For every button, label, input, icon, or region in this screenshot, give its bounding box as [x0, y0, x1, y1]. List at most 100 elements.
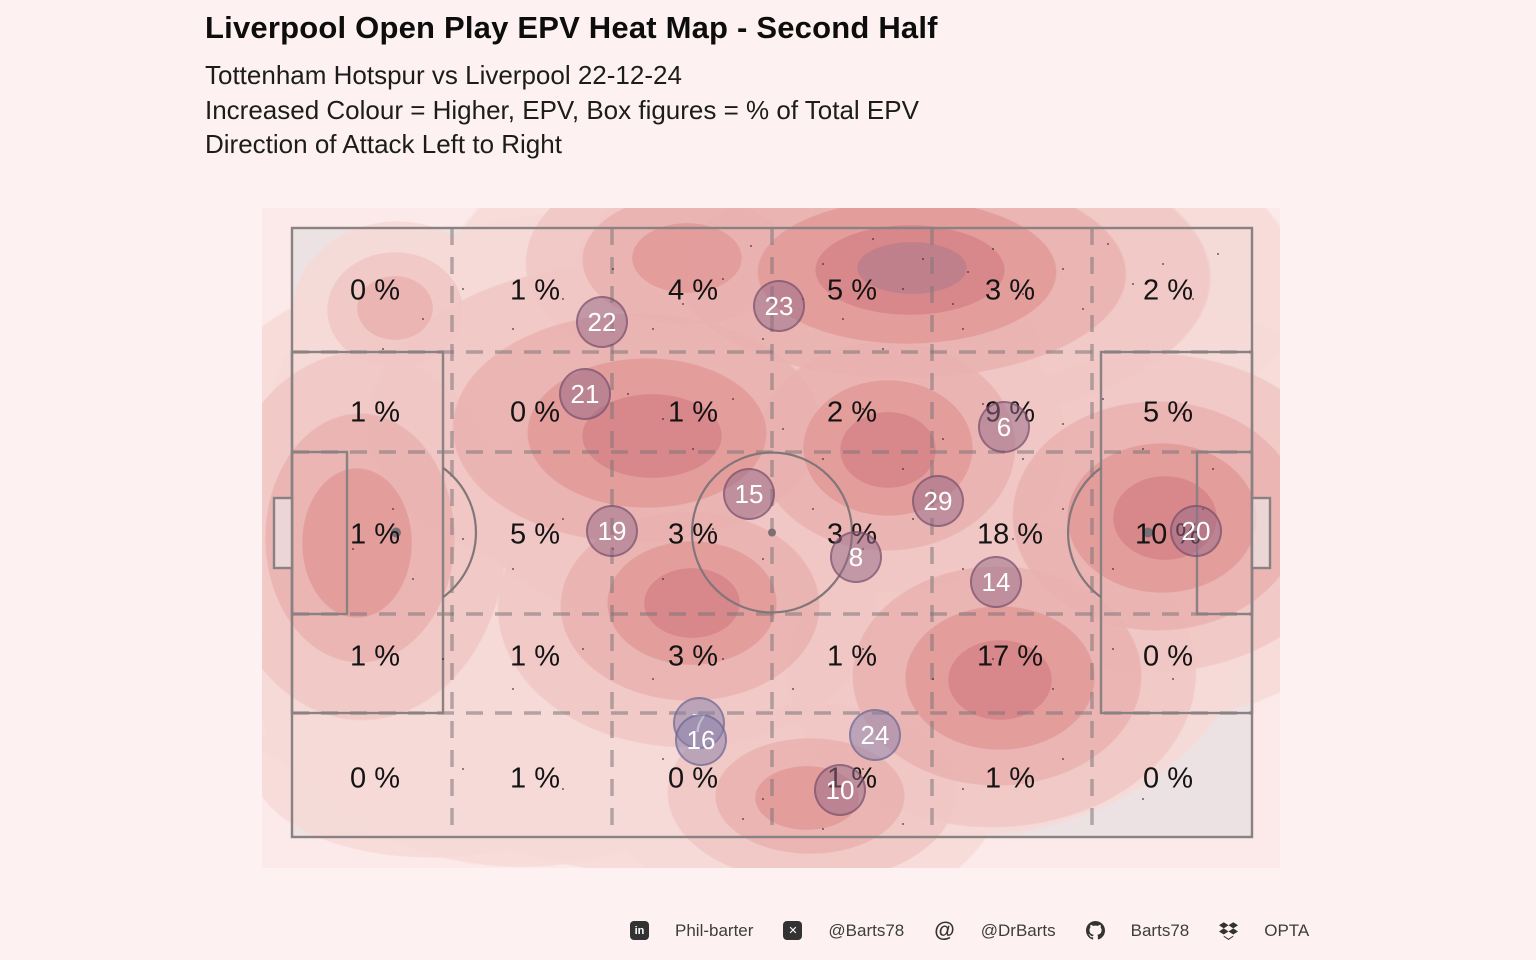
- event-dot: [1142, 448, 1144, 450]
- zone-epv-label: 1 %: [350, 518, 400, 551]
- social-item-mastodon[interactable]: @ @DrBarts: [934, 920, 1055, 941]
- player-marker-22: 22: [576, 296, 628, 348]
- center-spot: [768, 528, 776, 537]
- event-dot: [842, 318, 844, 320]
- x-icon: ✕: [783, 921, 803, 940]
- event-dot: [902, 468, 904, 470]
- zone-epv-label: 5 %: [1143, 396, 1193, 429]
- event-dot: [382, 348, 384, 350]
- event-dot: [732, 398, 734, 400]
- player-marker-8: 8: [830, 531, 882, 583]
- right-penalty-spot: [1143, 527, 1153, 538]
- event-dot: [1062, 758, 1064, 760]
- event-dot: [962, 568, 964, 570]
- event-dot: [392, 508, 394, 510]
- event-dot: [627, 393, 629, 395]
- event-dot: [1217, 253, 1219, 255]
- event-dot: [882, 348, 884, 350]
- event-dot: [582, 648, 584, 650]
- event-dot: [932, 678, 934, 680]
- event-dot: [942, 438, 944, 440]
- player-marker-6: 6: [978, 401, 1030, 453]
- event-dot: [1112, 648, 1114, 650]
- event-dot: [982, 403, 984, 405]
- event-dot: [1082, 308, 1084, 310]
- event-dot: [762, 558, 764, 560]
- event-dot: [862, 408, 864, 410]
- zone-epv-label: 3 %: [985, 274, 1035, 307]
- zone-epv-label: 4 %: [668, 274, 718, 307]
- event-dot: [1052, 688, 1054, 690]
- zone-epv-label: 1 %: [350, 396, 400, 429]
- zone-epv-label: 2 %: [1143, 274, 1193, 307]
- zone-epv-label: 5 %: [827, 274, 877, 307]
- right-penalty-arc: [1067, 466, 1102, 599]
- social-item-dropbox[interactable]: OPTA: [1219, 921, 1309, 941]
- event-dot: [902, 823, 904, 825]
- event-dot: [1182, 413, 1184, 415]
- zone-epv-label: 0 %: [350, 762, 400, 795]
- event-dot: [912, 518, 914, 520]
- player-marker-10: 10: [814, 764, 866, 816]
- social-handle: Phil-barter: [675, 920, 754, 940]
- event-dot: [662, 578, 664, 580]
- event-dot: [1022, 458, 1024, 460]
- zone-epv-label: 1 %: [985, 762, 1035, 795]
- event-dot: [792, 688, 794, 690]
- event-dot: [722, 278, 724, 280]
- subtitle-legend: Increased Colour = Higher, EPV, Box figu…: [205, 95, 919, 125]
- event-dot: [462, 538, 464, 540]
- zone-epv-label: 3 %: [668, 640, 718, 673]
- event-dot: [662, 758, 664, 760]
- event-dot: [872, 238, 874, 240]
- event-dot: [512, 328, 514, 330]
- subtitle-match: Tottenham Hotspur vs Liverpool 22-12-24: [205, 60, 682, 90]
- zone-epv-label: 1 %: [350, 640, 400, 673]
- event-dot: [762, 338, 764, 340]
- pitch-markings: [272, 226, 1272, 839]
- zone-epv-label: 0 %: [510, 396, 560, 429]
- event-dot: [822, 263, 824, 265]
- event-dot: [662, 418, 664, 420]
- event-dot: [962, 328, 964, 330]
- event-dot: [862, 768, 864, 770]
- player-marker-15: 15: [723, 468, 775, 520]
- social-handle: @DrBarts: [980, 920, 1056, 940]
- event-dot: [512, 688, 514, 690]
- zone-epv-label: 17 %: [976, 640, 1044, 673]
- event-dot: [922, 258, 924, 260]
- zone-epv-label: 5 %: [510, 518, 560, 551]
- event-dot: [562, 518, 564, 520]
- right-goal: [1250, 496, 1272, 570]
- event-dot: [822, 458, 824, 460]
- social-item-linkedin[interactable]: in Phil-barter: [630, 921, 753, 941]
- event-dot: [692, 448, 694, 450]
- left-penalty-arc: [442, 466, 477, 599]
- zone-epv-label: 2 %: [827, 396, 877, 429]
- event-dot: [1172, 678, 1174, 680]
- event-dot: [712, 528, 714, 530]
- player-marker-20: 20: [1170, 505, 1222, 557]
- event-dot: [962, 788, 964, 790]
- zone-epv-label: 0 %: [1143, 762, 1193, 795]
- left-goal: [272, 496, 294, 570]
- social-handle: @Barts78: [828, 920, 905, 940]
- event-dot: [1162, 263, 1164, 265]
- event-dot: [1162, 538, 1164, 540]
- event-dot: [562, 788, 564, 790]
- mastodon-icon: @: [934, 919, 955, 942]
- github-icon: [1085, 921, 1105, 940]
- event-dot: [1062, 268, 1064, 270]
- dropbox-icon: [1219, 921, 1239, 940]
- social-item-github[interactable]: Barts78: [1085, 921, 1189, 941]
- event-dot: [762, 798, 764, 800]
- player-marker-14: 14: [970, 556, 1022, 608]
- zone-epv-label: 1 %: [827, 640, 877, 673]
- player-marker-29: 29: [912, 475, 964, 527]
- player-marker-21: 21: [559, 368, 611, 420]
- zone-epv-label: 3 %: [668, 518, 718, 551]
- social-item-x[interactable]: ✕ @Barts78: [783, 921, 904, 941]
- event-dot: [652, 678, 654, 680]
- event-dot: [422, 318, 424, 320]
- event-dot: [862, 648, 864, 650]
